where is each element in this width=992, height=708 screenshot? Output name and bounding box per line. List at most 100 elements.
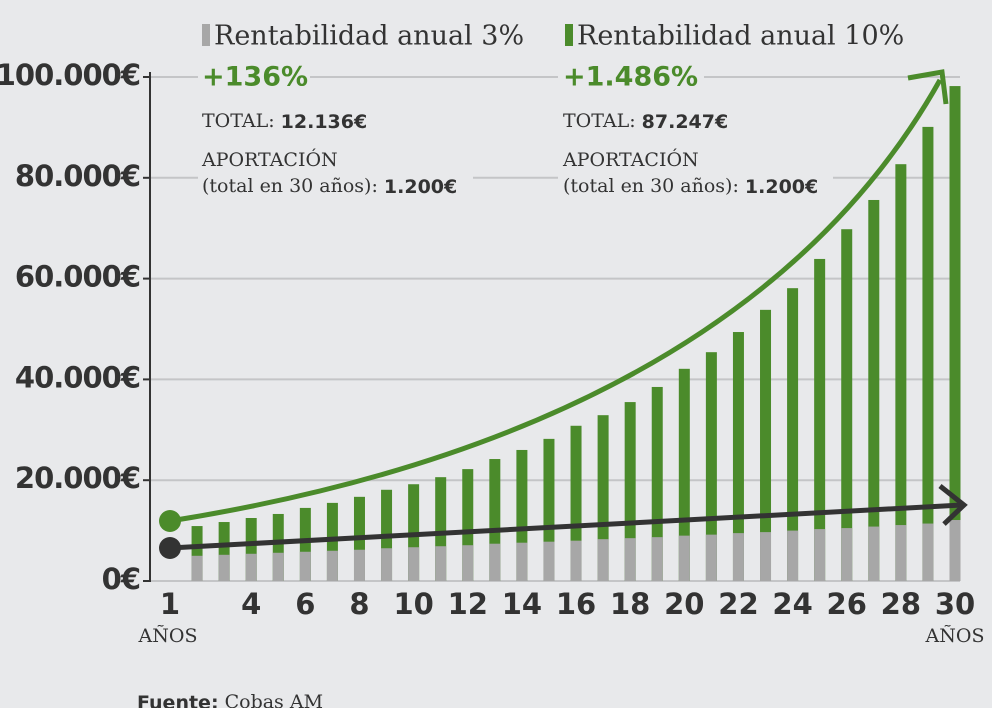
bar [868,526,880,581]
bar [543,541,555,581]
bar [678,368,690,581]
trend-arrowhead [907,69,949,105]
x-tick-label: 4 [241,587,261,621]
bar [326,550,338,581]
x-labels: 1 4 6 8 10 12 14 16 18 20 22 24 26 28 30 [160,587,975,621]
bar [435,546,447,581]
x-tick-label: 1 [160,587,180,621]
y-tick-label: 40.000€ [15,360,140,394]
bar [624,538,636,581]
period: (total en 30 años): [202,175,378,197]
y-tick-label: 100.000€ [0,58,140,92]
change: +136% [202,62,308,93]
contribution-value: 1.200€ [384,176,457,198]
bar [381,548,393,581]
bar [922,523,934,581]
x-tick-label: 28 [881,587,921,621]
bar [760,309,772,581]
legend-label: Rentabilidad anual 10% [577,21,904,52]
x-tick-label: 16 [556,587,596,621]
y-tick-label: 0€ [102,562,140,596]
bar [516,542,528,581]
bar [516,449,528,581]
contribution: (total en 30 años): 1.200€ [202,175,457,198]
contribution-label: APORTACIÓN [201,148,338,171]
x-tick-label: 30 [935,587,975,621]
bar [326,502,338,581]
bar [218,554,230,581]
contribution: (total en 30 años): 1.200€ [563,175,818,198]
bar [949,86,961,582]
bar [191,526,203,581]
bar [895,525,907,581]
bar [245,518,257,581]
trend-curve [169,78,943,524]
total-label: TOTAL: [563,110,636,132]
bar [462,545,474,581]
x-tick-label: 26 [827,587,867,621]
bar [760,532,772,581]
bar [489,543,501,581]
x-tick-label: 24 [772,587,812,621]
total-value: 12.136€ [281,111,368,133]
bar [732,332,744,581]
x-unit: AÑOS [925,624,985,647]
bar [489,459,501,581]
bar [868,199,880,581]
bar [895,164,907,581]
bar [245,553,257,581]
x-unit: AÑOS [138,624,198,647]
bar [218,522,230,581]
label-bg [198,165,473,195]
legend-swatch [565,24,573,46]
source-label: Fuente: [137,692,219,708]
label-bg [558,62,704,94]
x-tick-label: 22 [718,587,758,621]
bar [787,288,799,581]
bar [678,535,690,581]
bar [624,402,636,581]
y-tick-label: 20.000€ [15,461,140,495]
period: (total en 30 años): [563,175,739,197]
bar [272,552,284,581]
x-tick-label: 12 [448,587,488,621]
change: +1.486% [563,62,698,93]
source: Fuente: Cobas AM [137,691,323,708]
bar [787,530,799,581]
x-tick-label: 6 [295,587,315,621]
total: TOTAL: 12.136€ [202,110,367,133]
label-bg [558,165,833,195]
bar [299,507,311,581]
source-name: Cobas AM [225,691,323,708]
bar [462,469,474,581]
legend-label: Rentabilidad anual 3% [214,21,524,52]
bar [814,529,826,581]
bar [408,547,420,581]
bar [543,438,555,581]
bar [597,539,609,581]
bar [353,549,365,581]
bar [705,352,717,581]
y-tick-label: 60.000€ [15,260,140,294]
trend-line [169,502,963,551]
bar [570,540,582,581]
bar [841,229,853,581]
bar [299,551,311,581]
bar [922,126,934,582]
trend-arrowhead [938,484,968,526]
bar [570,425,582,581]
bar [651,537,663,581]
bar [435,477,447,581]
y-tick-label: 80.000€ [15,159,140,193]
legend-swatch [202,24,210,46]
label-bg [198,62,310,94]
bar [705,534,717,581]
x-tick-label: 8 [349,587,369,621]
bar [597,415,609,581]
bar [841,528,853,581]
start-dot [159,537,181,559]
bar [949,520,961,581]
bar [272,513,284,581]
